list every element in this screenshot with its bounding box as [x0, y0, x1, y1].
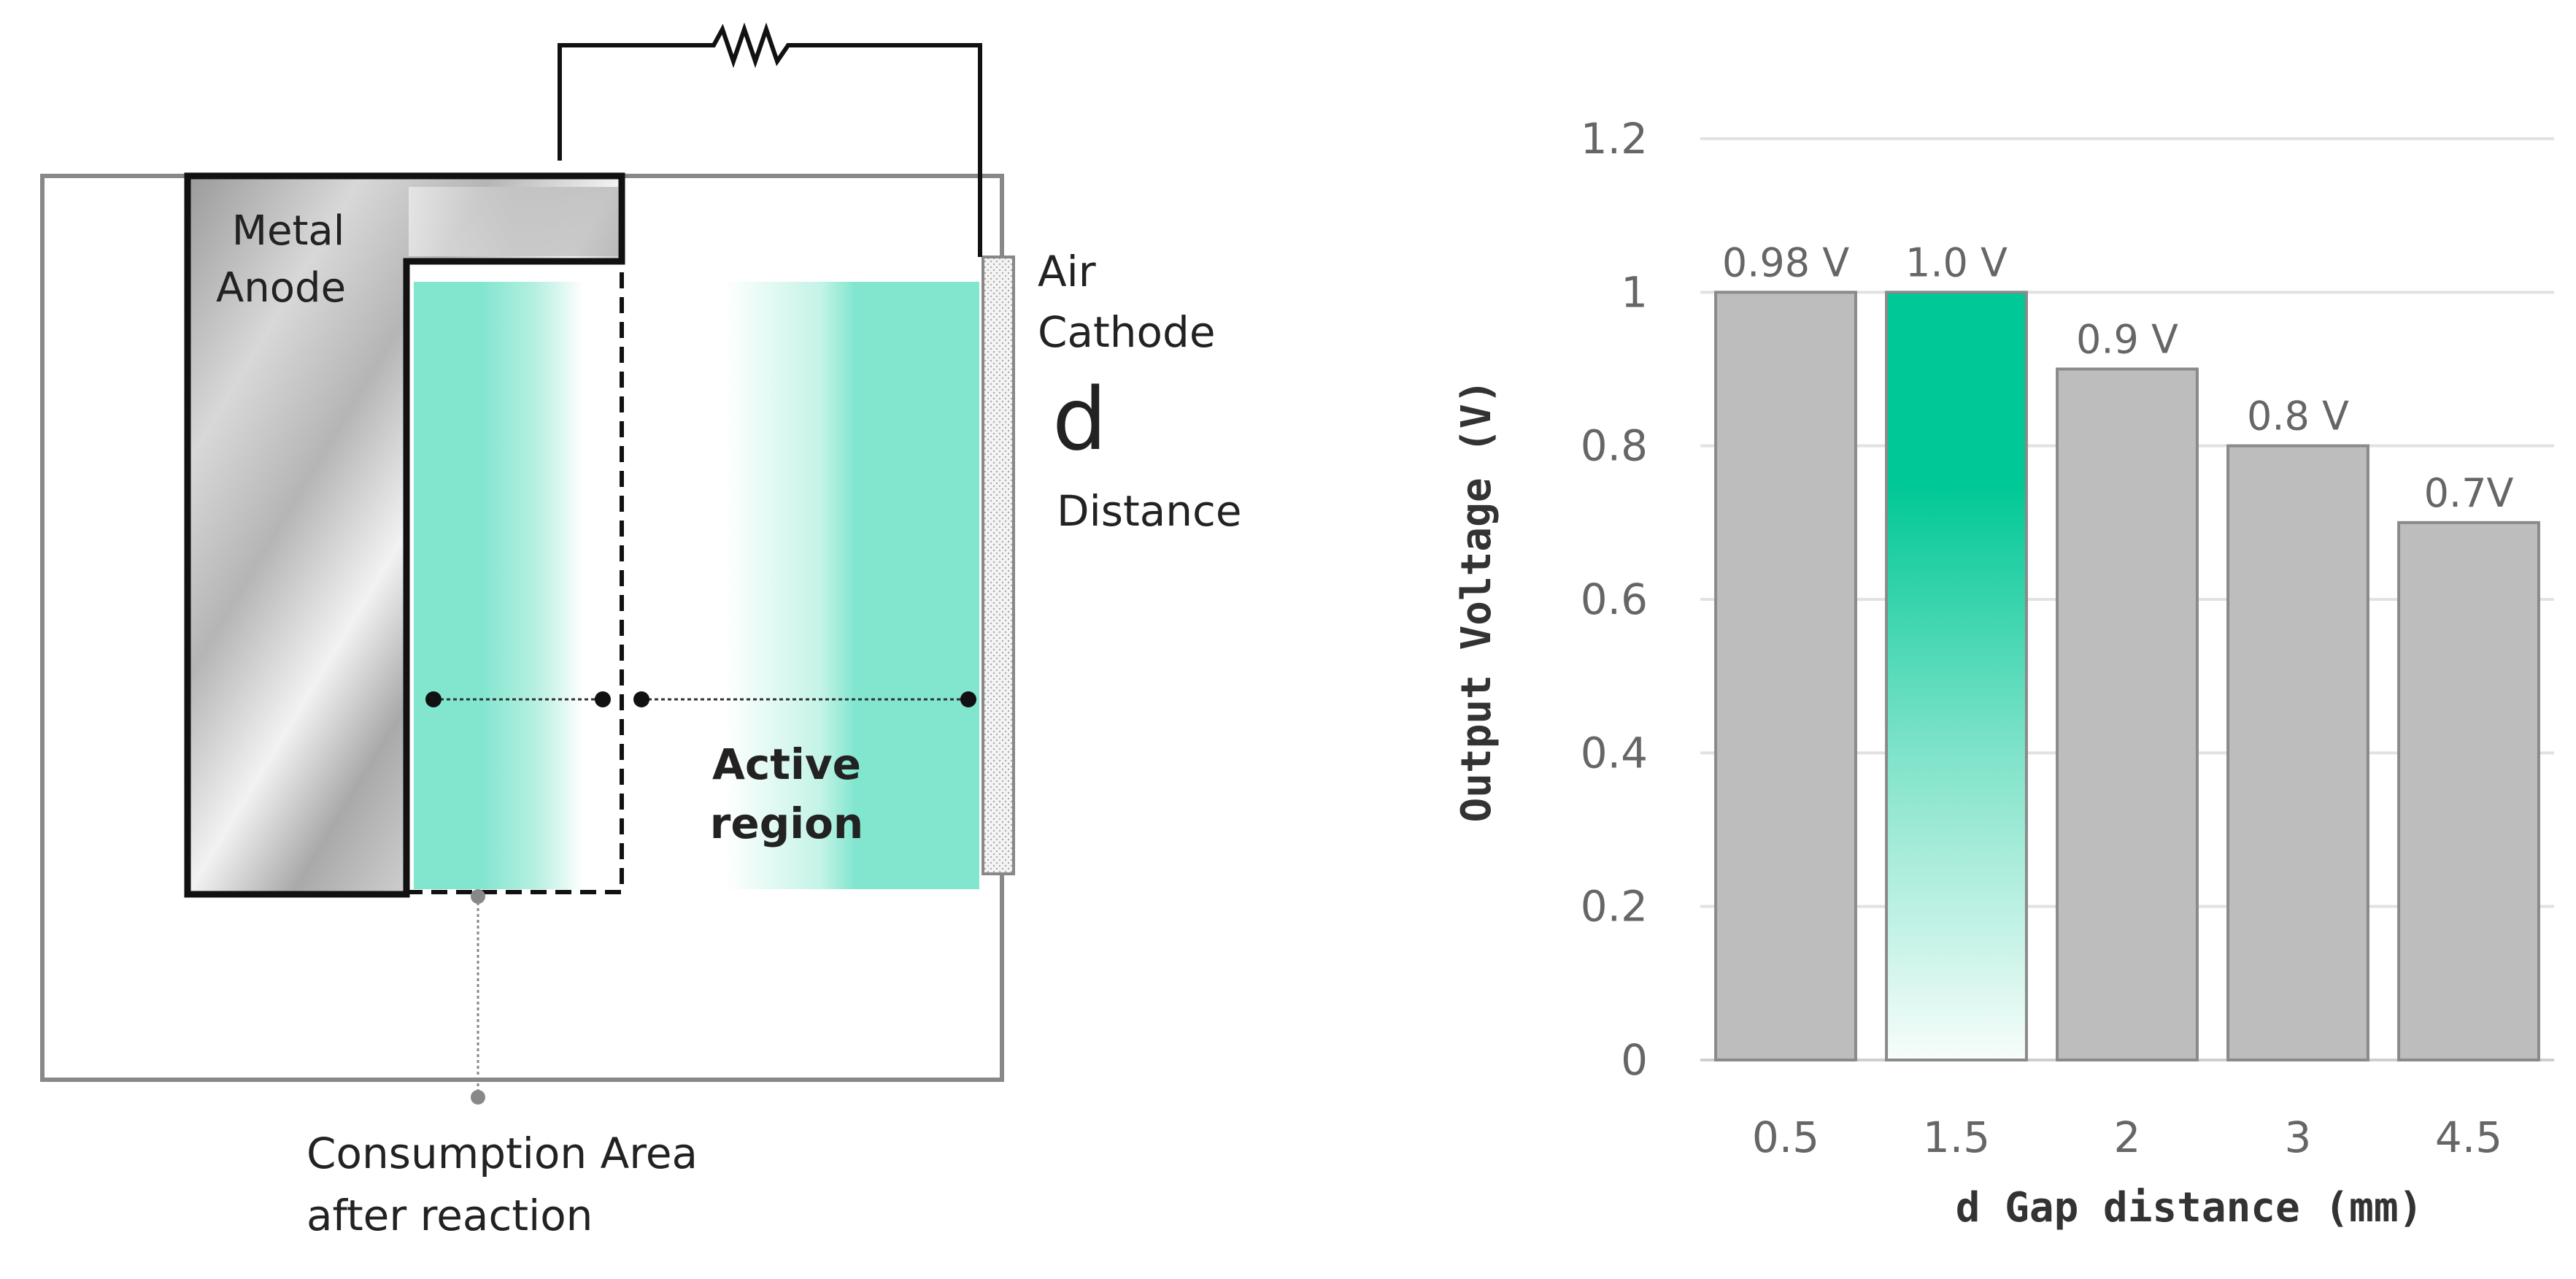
d-symbol: d: [1052, 369, 1107, 469]
bar-2: [2056, 367, 2199, 1061]
cathode-label-line2: Cathode: [1038, 307, 1216, 357]
bar-data-label: 0.7V: [2424, 470, 2514, 516]
consumption-leader-dot: [471, 1090, 485, 1105]
x-tick-label: 0.5: [1752, 1113, 1819, 1162]
distance-label: Distance: [1057, 486, 1242, 536]
y-axis-title: Output Voltage (V): [1453, 380, 1500, 823]
y-tick-label: 0.2: [1581, 882, 1648, 932]
y-tick-label: 0.8: [1581, 421, 1648, 471]
x-axis-title: d Gap distance (mm): [1956, 1184, 2423, 1232]
bar-4.5: [2397, 521, 2540, 1061]
bar-data-label: 0.8 V: [2247, 393, 2349, 439]
consumption-label-line1: Consumption Area: [306, 1129, 698, 1178]
bar-data-label: 0.98 V: [1722, 239, 1849, 285]
bar-data-label: 0.9 V: [2076, 317, 2178, 363]
metal-anode-top-shine: [409, 187, 618, 256]
active-region-label-line1: Active: [712, 740, 861, 789]
electrolyte-region: [414, 282, 979, 889]
consumption-area-outline: [406, 261, 624, 894]
x-tick-label: 2: [2114, 1113, 2141, 1162]
anode-label-line2: Anode: [216, 264, 346, 312]
distance-dot: [960, 691, 976, 707]
bar-0.5: [1714, 291, 1857, 1061]
distance-dot: [425, 691, 441, 707]
air-cathode: [982, 256, 1015, 875]
bar-1.5: [1885, 291, 2028, 1061]
y-tick-label: 0.6: [1581, 575, 1648, 624]
metal-anode: [184, 172, 625, 898]
x-tick-label: 4.5: [2435, 1113, 2502, 1162]
x-tick-label: 3: [2285, 1113, 2312, 1162]
y-tick-label: 0: [1621, 1035, 1648, 1085]
consumption-label-line2: after reaction: [306, 1191, 593, 1240]
bar-3: [2226, 444, 2369, 1061]
anode-label-line1: Metal: [232, 207, 345, 255]
cathode-label-line1: Air: [1038, 247, 1096, 296]
y-tick-label: 1.2: [1581, 114, 1648, 164]
bar-chart: 0 0.2 0.4 0.6 0.8 1 1.2 0.98 V 0.5 1.0 V 1.5 0.9 V 2…: [1453, 114, 2554, 1232]
x-tick-label: 1.5: [1923, 1113, 1990, 1162]
consumption-leader-dot: [471, 889, 485, 904]
y-tick-label: 0.4: [1581, 728, 1648, 777]
bar-data-label: 1.0 V: [1905, 239, 2008, 285]
circuit-wire: [558, 22, 982, 257]
cell-diagram: Metal Anode Air Cathode d Distance Activ…: [40, 22, 1242, 1240]
distance-dot: [595, 691, 611, 707]
y-tick-label: 1: [1621, 267, 1648, 317]
distance-dot: [633, 691, 649, 707]
active-region-label-line2: region: [710, 799, 863, 848]
